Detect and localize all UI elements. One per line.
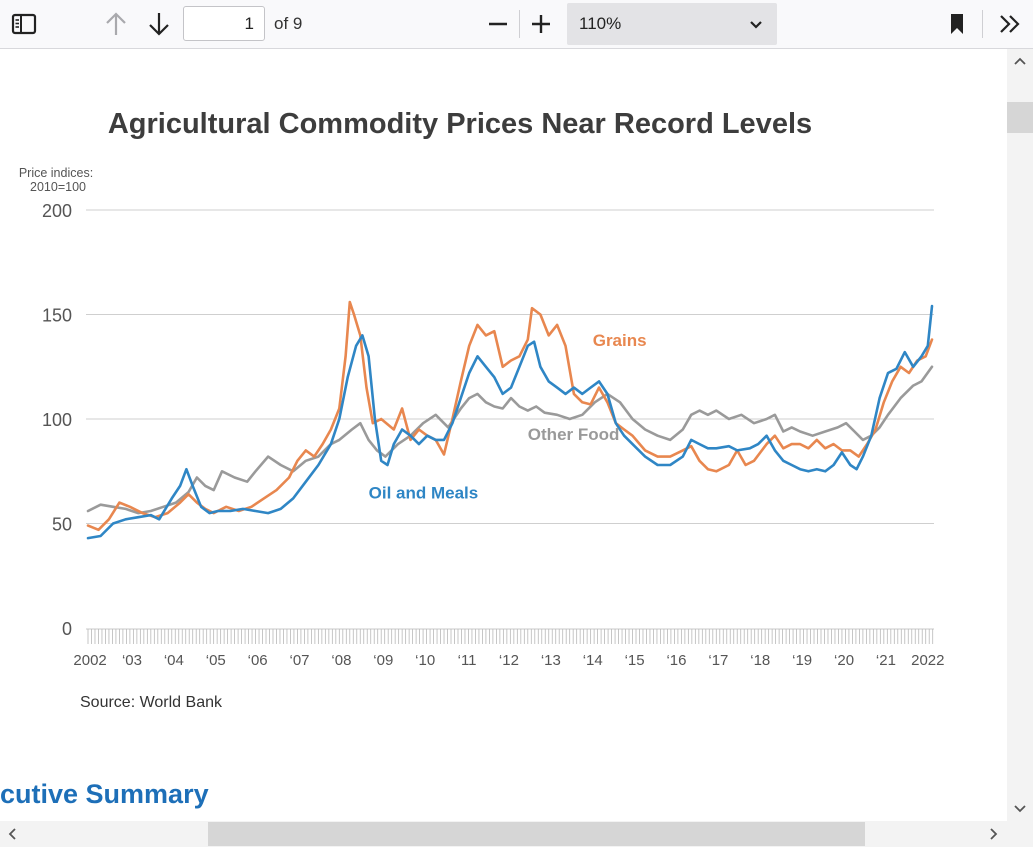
scroll-down-icon[interactable] [1011, 800, 1029, 818]
toolbar-divider [519, 10, 520, 38]
gridlines [86, 209, 934, 524]
series-line-grains [86, 300, 934, 532]
x-tick-label: ‘16 [666, 652, 686, 669]
chevron-down-icon [749, 17, 763, 35]
source-note: Source: World Bank [80, 694, 222, 711]
scroll-up-icon[interactable] [1011, 52, 1029, 70]
section-heading: cutive Summary [0, 779, 209, 809]
price-index-chart: Price indices: 2010=100 0 50 100 150 200 200… [19, 166, 945, 669]
vertical-scrollbar[interactable] [1007, 49, 1033, 821]
y-tick-labels: 0 50 100 150 200 [42, 201, 72, 639]
scroll-left-icon[interactable] [3, 825, 21, 843]
y-tick-label: 50 [52, 515, 72, 535]
series-label-grains: Grains [593, 331, 647, 350]
next-page-icon[interactable] [142, 7, 176, 41]
x-tick-label: ‘17 [708, 652, 728, 669]
toolbar-divider-2 [982, 10, 983, 38]
x-tick-label: ‘20 [834, 652, 854, 669]
y-axis-label-line2: 2010=100 [30, 180, 86, 194]
x-tick-label: ‘18 [750, 652, 770, 669]
y-tick-label: 0 [62, 619, 72, 639]
x-tick-label: ‘03 [122, 652, 142, 669]
zoom-in-icon[interactable] [524, 7, 558, 41]
chart-title: Agricultural Commodity Prices Near Recor… [107, 108, 813, 140]
zoom-value: 110% [579, 14, 622, 33]
x-tick-label: ‘13 [541, 652, 561, 669]
x-tick-labels: 2002 ‘03 ‘04 ‘05 ‘06 ‘07 ‘08 ‘09 ‘10 ‘11 ‘12 ‘13 ‘14… [73, 652, 944, 669]
series-annotations: Grains Other Food Oil and Meals [369, 331, 647, 503]
more-tools-icon[interactable] [993, 7, 1027, 41]
x-tick-label: ‘08 [331, 652, 351, 669]
page-count-label: of 9 [274, 14, 303, 33]
x-tick-label: ‘14 [583, 652, 603, 669]
x-tick-label: ‘09 [373, 652, 393, 669]
zoom-select[interactable]: 110% [567, 3, 777, 45]
x-tick-label: 2002 [73, 652, 106, 669]
pdf-toolbar: of 9 110% [0, 0, 1033, 49]
x-tick-label: ‘11 [458, 652, 477, 669]
zoom-out-icon[interactable] [481, 7, 515, 41]
series-label-oil-meals: Oil and Meals [369, 483, 479, 502]
sidebar-toggle-icon[interactable] [7, 7, 41, 41]
x-tick-label: 2022 [911, 652, 944, 669]
y-tick-label: 100 [42, 410, 72, 430]
x-tick-label: ‘15 [625, 652, 645, 669]
scroll-right-icon[interactable] [985, 825, 1003, 843]
x-tick-label: ‘05 [206, 652, 226, 669]
x-tick-label: ‘12 [499, 652, 519, 669]
y-tick-label: 150 [42, 306, 72, 326]
x-tick-label: ‘10 [415, 652, 435, 669]
y-axis-label-line1: Price indices: [19, 166, 93, 180]
x-tick-label: ‘06 [248, 652, 268, 669]
series-line-other-food [86, 365, 934, 515]
x-minor-ticks [86, 628, 934, 644]
x-tick-label: ‘07 [290, 652, 310, 669]
series-lines [86, 300, 934, 540]
x-tick-label: ‘21 [876, 652, 896, 669]
series-label-other-food: Other Food [528, 425, 620, 444]
horizontal-scroll-thumb[interactable] [208, 822, 865, 846]
bookmark-icon[interactable] [940, 7, 974, 41]
document-viewer: Agricultural Commodity Prices Near Recor… [0, 49, 1007, 821]
previous-page-icon[interactable] [99, 7, 133, 41]
vertical-scroll-thumb[interactable] [1007, 102, 1033, 133]
series-line-oil-meals [86, 304, 934, 540]
x-tick-label: ‘04 [164, 652, 184, 669]
y-tick-label: 200 [42, 201, 72, 221]
x-tick-label: ‘19 [792, 652, 812, 669]
page-number-input[interactable] [183, 6, 265, 41]
